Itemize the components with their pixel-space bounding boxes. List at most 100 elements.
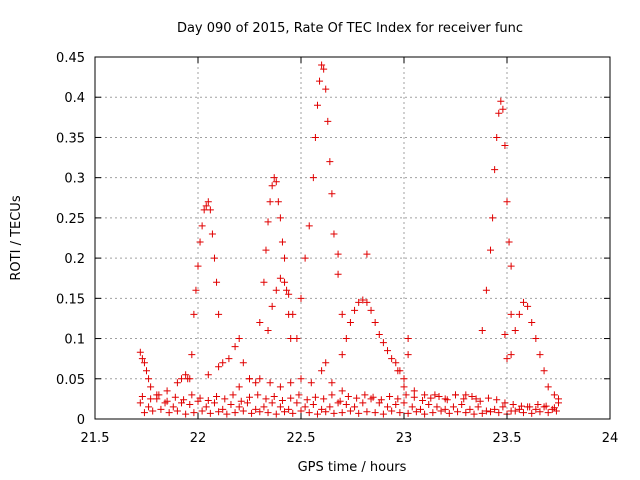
data-point <box>392 401 400 409</box>
data-point <box>178 375 186 383</box>
y-tick-label: 0.35 <box>56 131 85 146</box>
data-point <box>507 262 515 270</box>
data-point <box>491 166 499 174</box>
data-point <box>202 403 210 411</box>
data-point <box>443 396 451 404</box>
data-point <box>503 198 511 206</box>
x-tick-label: 22.5 <box>287 431 316 446</box>
data-point <box>338 310 346 318</box>
data-point <box>186 401 194 409</box>
series-group <box>334 250 562 403</box>
data-point <box>322 408 330 416</box>
data-point <box>266 379 274 387</box>
data-point <box>136 348 144 356</box>
y-tick-label: 0.25 <box>56 212 85 227</box>
data-point <box>412 408 420 416</box>
data-point <box>169 403 177 411</box>
data-point <box>322 359 330 367</box>
data-point <box>351 403 359 411</box>
data-point <box>515 310 523 318</box>
data-point <box>326 403 334 411</box>
series-group <box>138 391 558 412</box>
data-point <box>281 408 289 416</box>
data-point <box>454 408 462 416</box>
data-point <box>283 286 291 294</box>
data-point <box>182 410 190 418</box>
data-point <box>147 395 155 403</box>
data-point <box>237 397 245 405</box>
data-point <box>147 383 155 391</box>
data-point <box>206 409 214 417</box>
data-point <box>324 117 332 125</box>
data-point <box>431 391 439 399</box>
data-point <box>140 409 148 417</box>
data-point <box>188 351 196 359</box>
data-point <box>272 178 280 186</box>
data-point <box>221 395 229 403</box>
data-point <box>270 174 278 182</box>
data-point <box>318 367 326 375</box>
data-point <box>468 392 476 400</box>
data-point <box>190 310 198 318</box>
data-point <box>188 391 196 399</box>
data-point <box>318 405 326 413</box>
data-point <box>297 294 305 302</box>
data-point <box>351 306 359 314</box>
data-point <box>163 397 171 405</box>
data-point <box>235 403 243 411</box>
data-point <box>330 230 338 238</box>
x-tick-label: 23 <box>396 431 413 446</box>
data-point <box>272 410 280 418</box>
series-group <box>140 405 560 418</box>
data-point <box>503 355 511 363</box>
data-point <box>458 401 466 409</box>
x-tick-label: 24 <box>602 431 619 446</box>
data-point <box>497 97 505 105</box>
data-point <box>528 409 536 417</box>
data-point <box>437 407 445 415</box>
data-point <box>252 405 260 413</box>
data-point <box>363 298 371 306</box>
data-point <box>204 396 212 404</box>
data-point <box>198 407 206 415</box>
data-point <box>377 396 385 404</box>
data-point <box>355 409 363 417</box>
data-point <box>278 396 286 404</box>
data-point <box>213 392 221 400</box>
data-point <box>441 405 449 413</box>
data-point <box>511 407 519 415</box>
data-point <box>484 394 492 402</box>
data-point <box>517 402 525 410</box>
data-point <box>336 397 344 405</box>
data-point <box>550 391 558 399</box>
y-tick-label: 0.2 <box>64 252 85 267</box>
data-point <box>487 246 495 254</box>
data-point <box>501 331 509 339</box>
data-point <box>190 409 198 417</box>
data-point <box>544 383 552 391</box>
data-point <box>507 351 515 359</box>
data-point <box>153 395 161 403</box>
data-point <box>367 306 375 314</box>
data-point <box>295 391 303 399</box>
data-point <box>285 290 293 298</box>
data-point <box>404 335 412 343</box>
data-point <box>328 379 336 387</box>
data-point <box>200 206 208 214</box>
series-group <box>338 296 408 383</box>
data-point <box>493 133 501 141</box>
data-point <box>532 335 540 343</box>
data-point <box>421 391 429 399</box>
data-point <box>316 77 324 85</box>
data-point <box>322 85 330 93</box>
data-point <box>278 238 286 246</box>
data-point <box>408 403 416 411</box>
data-points <box>136 61 562 418</box>
data-point <box>208 230 216 238</box>
series-group <box>235 359 480 403</box>
data-point <box>313 101 321 109</box>
data-point <box>555 395 562 403</box>
data-point <box>303 396 311 404</box>
data-point <box>270 392 278 400</box>
data-point <box>499 105 507 113</box>
